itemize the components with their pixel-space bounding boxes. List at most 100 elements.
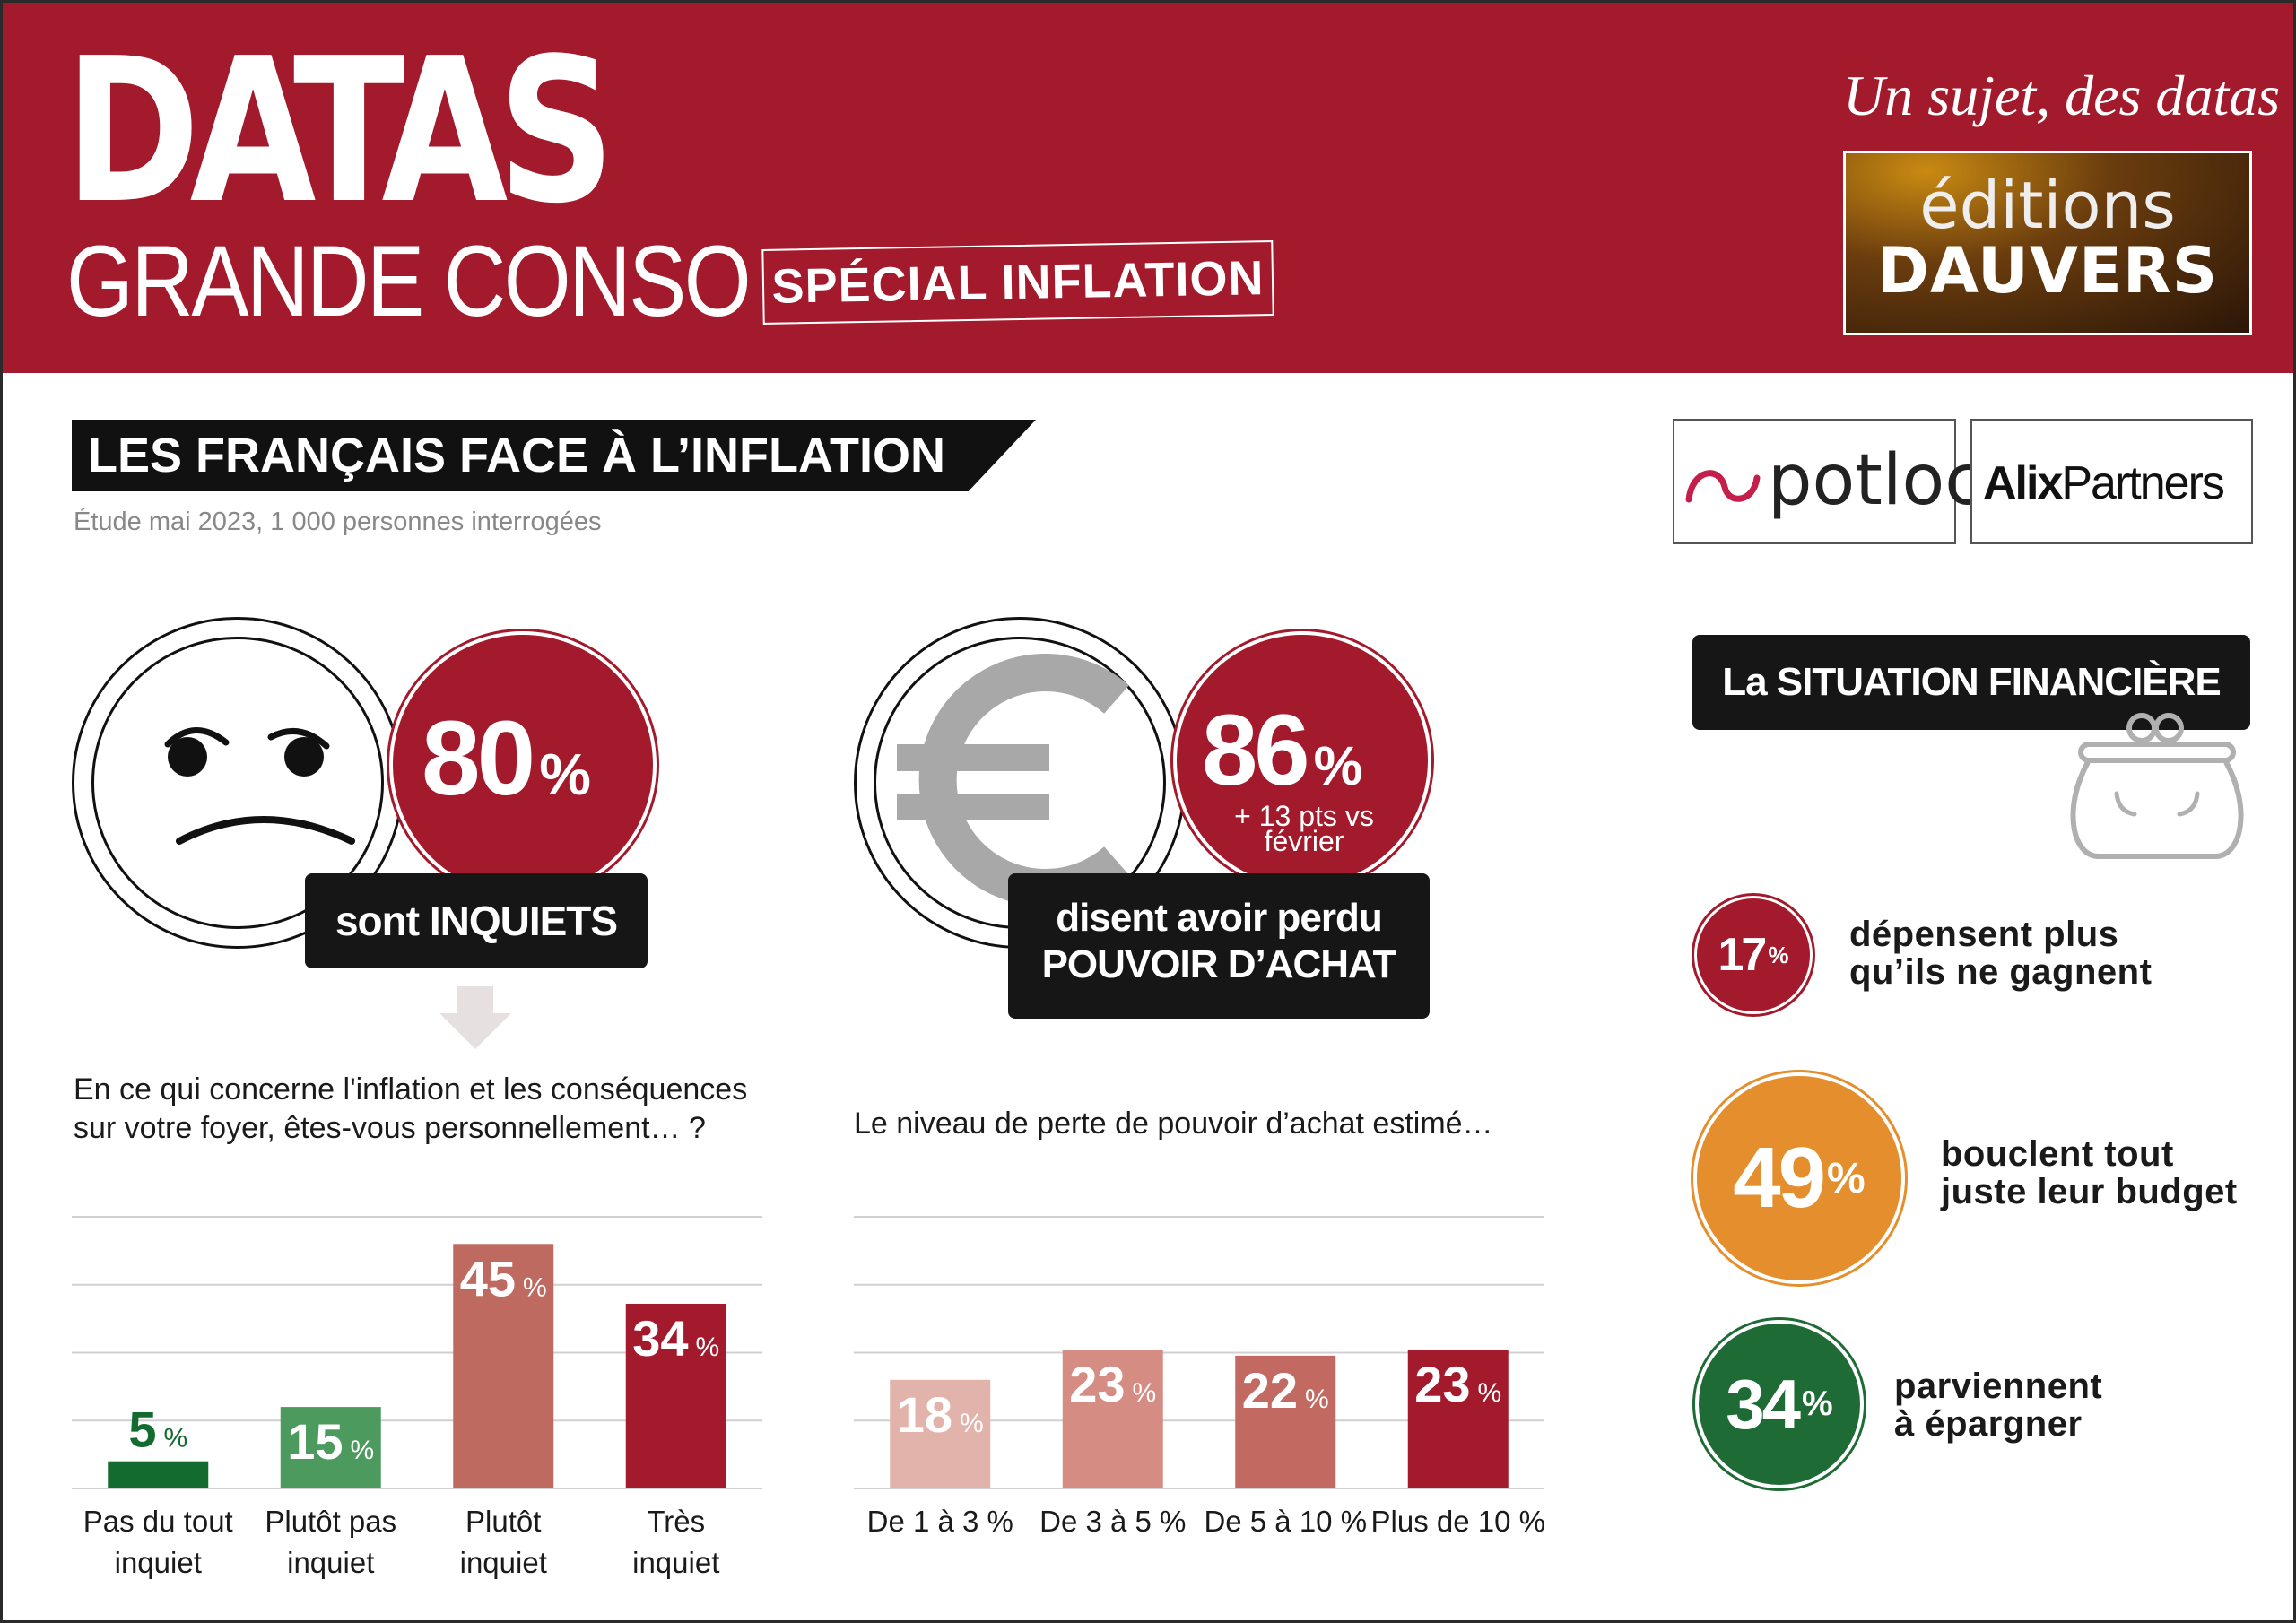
chart1-question-line2: sur votre foyer, êtes-vous personnelleme… [74, 1111, 706, 1145]
chart-bar [890, 1379, 991, 1488]
chart-value-label: 34% [632, 1310, 719, 1367]
chart-category-label: Très inquiet [632, 1505, 719, 1579]
partner-logo-potloc: potloc [1673, 419, 1983, 544]
chart-value-number: 23 [1069, 1356, 1125, 1412]
chart-value-unit: % [1133, 1378, 1157, 1408]
worried-value: 80 [422, 699, 535, 818]
fin-tight-budget-value: 49 [1733, 1130, 1826, 1226]
alixpartners-text: AlixPartners [1983, 456, 2225, 510]
chart-value-label: 23% [1414, 1356, 1501, 1412]
chart1-question-line1: En ce qui concerne l'inflation et les co… [74, 1072, 748, 1107]
partner-logo-alixpartners: AlixPartners [1970, 419, 2253, 544]
chart-category-line: inquiet [287, 1546, 374, 1579]
logo-datas: DATAS [65, 16, 615, 247]
power-percent-value: 86% [1202, 692, 1362, 808]
chart-category-label: De 5 à 10 % [1204, 1505, 1367, 1538]
potloc-swirl-icon [1685, 470, 1761, 503]
fin-save-line1: parviennent [1894, 1367, 2103, 1406]
chart-value-unit: % [1478, 1378, 1502, 1408]
chart-category-line: Pas du tout [83, 1505, 233, 1538]
chart-value-unit: % [960, 1409, 984, 1438]
chart-category-label: Pas du tout inquiet [83, 1505, 233, 1579]
tagline: Un sujet, des datas [1843, 64, 2281, 127]
potloc-text: potloc [1768, 440, 1984, 521]
chart-value-number: 45 [460, 1250, 516, 1306]
power-label-line2: POUVOIR D’ACHAT [1041, 942, 1397, 986]
chart-bar [108, 1461, 209, 1488]
worried-unit: % [539, 742, 591, 807]
special-inflation-badge: SPÉCIAL INFLATION [761, 240, 1274, 325]
sad-face-icon [164, 727, 355, 845]
fin-circle-tight-budget: 49% [1697, 1076, 1901, 1280]
fin-tight-budget-line1: bouclent tout [1941, 1134, 2174, 1174]
power-delta-line1: + 13 pts vs [1234, 800, 1374, 832]
chart-category-line: Plutôt pas [265, 1505, 396, 1538]
chart1-question: En ce qui concerne l'inflation et les co… [74, 1071, 747, 1148]
worried-label: sont INQUIETS [305, 873, 648, 968]
chart-category-line: Plutôt [465, 1505, 541, 1538]
chart-bar [280, 1407, 381, 1488]
fin-tight-budget-line2: juste leur budget [1941, 1172, 2238, 1211]
chart-value-label: 5% [128, 1402, 187, 1458]
chart-value-unit: % [351, 1436, 375, 1465]
chart-value-number: 23 [1414, 1356, 1470, 1412]
chart-value-label: 18% [897, 1386, 984, 1443]
header-banner: DATAS GRANDE CONSO SPÉCIAL INFLATION Un … [0, 0, 2296, 373]
chart-value-label: 23% [1069, 1356, 1156, 1412]
logo-grande-conso: GRANDE CONSO [66, 225, 752, 337]
fin-spend-more-line2: qu’ils ne gagnent [1849, 952, 2152, 992]
chart-value-number: 5 [128, 1402, 156, 1458]
chart-bar [1062, 1350, 1163, 1488]
chart-category-line: Plus de 10 % [1371, 1505, 1545, 1538]
power-label: disent avoir perdu POUVOIR D’ACHAT [1008, 873, 1430, 1019]
fin-save-unit: % [1802, 1384, 1833, 1423]
publisher-logo: éditions DAUVERS [1843, 151, 2252, 335]
worried-percent-value: 80% [422, 698, 591, 820]
chart-category-line: inquiet [460, 1546, 547, 1579]
fin-save-text: parviennent à épargner [1894, 1367, 2102, 1443]
chart-category-label: De 1 à 3 % [867, 1505, 1013, 1538]
chart-category-line: inquiet [632, 1546, 719, 1579]
fin-spend-more-line1: dépensent plus [1849, 915, 2119, 954]
chart-value-unit: % [523, 1272, 547, 1302]
power-value: 86 [1202, 694, 1310, 806]
chart-value-unit: % [696, 1332, 720, 1362]
chart-value-label: 15% [287, 1413, 374, 1470]
fin-circle-save: 34% [1699, 1324, 1860, 1485]
chart-value-number: 15 [287, 1413, 343, 1470]
fin-spend-more-value: 17 [1718, 929, 1768, 981]
chart-value-number: 18 [897, 1386, 952, 1443]
chart-value-label: 45% [460, 1250, 547, 1306]
power-delta-line2: février [1264, 825, 1344, 857]
chart-category-label: Plus de 10 % [1371, 1505, 1545, 1538]
chart-bar [625, 1303, 726, 1488]
chart-value-number: 34 [632, 1310, 688, 1367]
chart-category-line: Très [647, 1505, 705, 1538]
chart-category-line: De 1 à 3 % [867, 1505, 1013, 1538]
chart-category-line: inquiet [115, 1546, 202, 1579]
chart-category-line: De 5 à 10 % [1204, 1505, 1367, 1538]
worried-percent-circle [393, 635, 653, 895]
arrow-down-icon [439, 986, 511, 1049]
alix-bold: Alix [1983, 457, 2063, 509]
power-label-line1: disent avoir perdu [1056, 896, 1382, 940]
chart-category-label: Plutôt inquiet [460, 1505, 547, 1579]
chart-value-number: 22 [1242, 1362, 1298, 1419]
purse-icon [2070, 713, 2244, 859]
chart-category-line: De 3 à 5 % [1039, 1505, 1186, 1538]
chart-worry-level: 5 % Pas du tout inquiet 15 % Plutôt pas inquiet… [72, 1216, 762, 1579]
power-percent-circle [1177, 635, 1428, 886]
fin-spend-more-text: dépensent plus qu’ils ne gagnent [1849, 916, 2152, 991]
financial-situation-title: La SITUATION FINANCIÈRE [1692, 635, 2250, 730]
chart-bar [1235, 1355, 1336, 1488]
chart-category-label: Plutôt pas inquiet [265, 1505, 396, 1579]
fin-tight-budget-text: bouclent tout juste leur budget [1941, 1135, 2238, 1211]
publisher-line1: éditions [1919, 168, 2176, 243]
chart-power-loss: 18 % De 1 à 3 % 23 % De 3 à 5 % 22 % De 5 à 10 %… [854, 1216, 1545, 1538]
publisher-line2: DAUVERS [1876, 234, 2219, 308]
alix-rest: Partners [2061, 457, 2225, 509]
fin-tight-budget-unit: % [1827, 1154, 1866, 1202]
chart-bar [1407, 1350, 1509, 1488]
fin-circle-spend-more: 17% [1697, 898, 1810, 1011]
section-title: LES FRANÇAIS FACE À L’INFLATION [72, 420, 1036, 491]
